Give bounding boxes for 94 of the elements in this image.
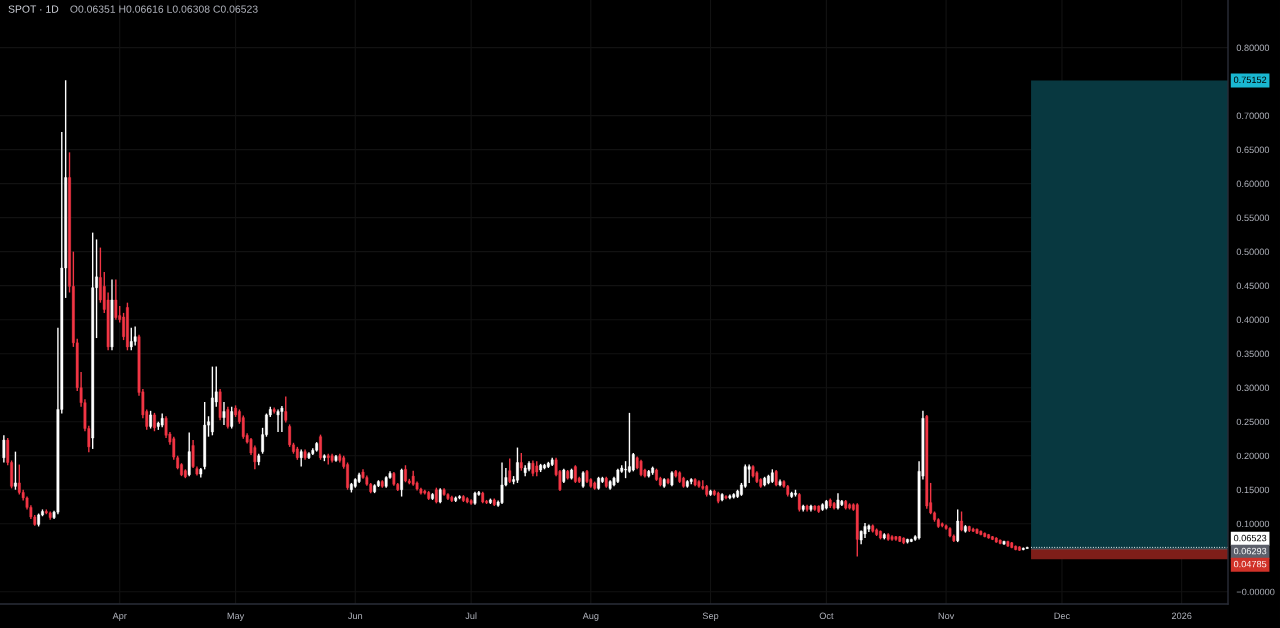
candlestick bbox=[651, 465, 655, 476]
candlestick bbox=[879, 529, 882, 541]
candlestick bbox=[964, 524, 967, 534]
candlestick bbox=[350, 482, 353, 494]
candlestick bbox=[906, 538, 909, 545]
candlestick bbox=[570, 467, 573, 481]
candlestick bbox=[346, 461, 349, 491]
candlestick bbox=[126, 301, 129, 351]
x-tick-label: Aug bbox=[582, 612, 599, 621]
chart-subtitle: O0.06351 H0.06616 L0.06308 C0.06523 bbox=[70, 5, 258, 13]
candlestick bbox=[276, 408, 280, 433]
y-tick-label: 0.70000 bbox=[1236, 112, 1270, 120]
band-label: 0.04785 bbox=[1233, 560, 1267, 568]
y-tick-label: 0.45000 bbox=[1236, 282, 1270, 290]
y-tick-label: 0.50000 bbox=[1236, 248, 1270, 256]
y-tick-label: 0.35000 bbox=[1236, 350, 1270, 358]
x-tick-label: Dec bbox=[1054, 612, 1070, 620]
candlestick bbox=[114, 278, 118, 321]
candlestick bbox=[797, 492, 801, 513]
x-tick-label: Nov bbox=[938, 612, 955, 620]
candlestick bbox=[821, 502, 824, 512]
candlestick bbox=[129, 327, 133, 351]
candlestick bbox=[573, 464, 577, 484]
candlestick bbox=[960, 510, 963, 532]
candlestick bbox=[133, 325, 137, 347]
candlestick bbox=[431, 492, 434, 501]
candlestick bbox=[226, 406, 230, 430]
x-tick-label: Apr bbox=[112, 612, 127, 621]
candlestick bbox=[500, 461, 504, 505]
candlestick bbox=[187, 431, 191, 477]
candlestick bbox=[149, 410, 153, 430]
candlestick bbox=[991, 535, 994, 541]
candlestick bbox=[875, 527, 878, 537]
candlestick bbox=[458, 494, 461, 500]
candlestick bbox=[597, 476, 600, 491]
candlestick bbox=[848, 502, 851, 511]
candlestick bbox=[319, 433, 322, 461]
candlestick bbox=[628, 412, 631, 474]
ref-line-label: 0.06523 bbox=[1233, 534, 1267, 542]
y-tick-label: 0.10000 bbox=[1236, 520, 1270, 528]
y-tick-label: 0.55000 bbox=[1236, 214, 1270, 222]
x-tick-label: Oct bbox=[819, 612, 834, 620]
x-tick-label: Sep bbox=[702, 612, 719, 621]
chart-title: SPOT · 1D bbox=[8, 5, 59, 13]
y-tick-label: 0.15000 bbox=[1236, 486, 1270, 494]
y-tick-label: 0.80000 bbox=[1236, 44, 1270, 52]
candlestick bbox=[794, 489, 797, 498]
candlestick bbox=[153, 412, 156, 432]
candlestick bbox=[543, 463, 546, 471]
candlestick bbox=[234, 404, 237, 418]
candlestick bbox=[987, 533, 990, 540]
candlestick bbox=[508, 457, 512, 484]
candlestick bbox=[1018, 545, 1021, 552]
candlestick bbox=[747, 463, 751, 484]
candlestick bbox=[37, 512, 41, 528]
candlestick bbox=[288, 423, 292, 448]
candlestick bbox=[767, 474, 770, 485]
candlestick bbox=[701, 479, 705, 491]
candlestick bbox=[763, 476, 767, 488]
ref-line-label: 0.06293 bbox=[1233, 547, 1267, 555]
x-tick-label: May bbox=[227, 612, 245, 621]
candlestick bbox=[373, 483, 376, 494]
x-tick-label: Jun bbox=[348, 612, 363, 620]
y-tick-label: 0.40000 bbox=[1236, 316, 1270, 324]
band-label: 0.75152 bbox=[1233, 76, 1267, 84]
candlestick bbox=[624, 460, 627, 479]
candlestick bbox=[709, 489, 712, 497]
candlestick bbox=[516, 446, 519, 484]
y-tick-label: 0.20000 bbox=[1236, 452, 1270, 460]
candlestick bbox=[280, 405, 284, 433]
candlestick bbox=[489, 497, 492, 505]
candlestick bbox=[2, 434, 6, 464]
candlestick bbox=[377, 479, 380, 488]
x-tick-label: Jul bbox=[465, 612, 477, 620]
candlestick bbox=[222, 401, 226, 426]
candlestick bbox=[400, 467, 404, 498]
candlestick bbox=[824, 499, 828, 511]
candlestick bbox=[230, 406, 234, 430]
y-tick-label: 0.65000 bbox=[1236, 146, 1270, 154]
candlestick bbox=[1014, 544, 1018, 551]
y-tick-label: −0.00000 bbox=[1236, 588, 1275, 596]
candlestick bbox=[461, 494, 465, 503]
y-tick-label: 0.25000 bbox=[1236, 418, 1270, 426]
y-tick-label: 0.30000 bbox=[1236, 384, 1270, 392]
candlestick bbox=[956, 508, 960, 543]
candlestick bbox=[284, 395, 288, 424]
candlestick bbox=[655, 467, 658, 482]
x-tick-label: 2026 bbox=[1171, 612, 1192, 620]
candlestick bbox=[14, 450, 17, 491]
y-tick-label: 0.60000 bbox=[1236, 180, 1270, 188]
candlestick bbox=[210, 365, 214, 437]
candlestick bbox=[404, 464, 407, 483]
candlestick bbox=[682, 476, 685, 489]
candlestick bbox=[191, 439, 195, 469]
